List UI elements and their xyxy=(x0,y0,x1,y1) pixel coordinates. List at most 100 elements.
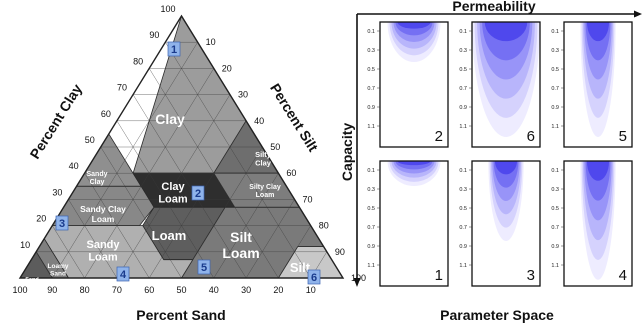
tick-clay: 80 xyxy=(133,56,143,66)
panel-blob xyxy=(580,22,616,137)
tick-sand: 80 xyxy=(80,285,90,295)
gridline-silt-80 xyxy=(278,225,311,279)
panel-blob xyxy=(488,161,524,241)
axis-title-sand: Percent Sand xyxy=(136,307,225,323)
gridline-sand-50 xyxy=(100,146,182,279)
region-label-loam: Loam xyxy=(152,228,187,243)
marker-number: 4 xyxy=(120,269,127,281)
panel-y-tick: 1.1 xyxy=(551,124,559,130)
blob-contour xyxy=(494,161,518,175)
permeability-label: Permeability xyxy=(452,0,535,14)
panel-y-tick: 0.1 xyxy=(459,29,467,35)
region-label-loamy-sand: Loamy Sand xyxy=(48,263,69,277)
gridline-silt-60 xyxy=(213,173,279,279)
panel-blob xyxy=(387,161,441,186)
region-label-silty-clay-loam: Silty Clay Loam xyxy=(249,184,281,199)
blob-contour xyxy=(586,22,610,42)
tick-clay: 90 xyxy=(149,30,159,40)
panel-blob xyxy=(580,161,616,280)
panel-y-tick: 0.1 xyxy=(367,168,375,174)
blob-contour xyxy=(586,161,610,181)
panel-frame xyxy=(379,160,449,287)
panel-y-tick: 1.1 xyxy=(367,263,375,269)
tick-clay: 60 xyxy=(101,109,111,119)
panel-blob xyxy=(472,22,540,137)
panel-y-tick: 0.9 xyxy=(459,105,467,111)
gridline-sand-80 xyxy=(52,225,85,279)
region-label-line: Loamy xyxy=(48,263,69,270)
panel: 0.1 0.3 0.5 0.7 0.9 1.1 6 xyxy=(459,21,541,148)
panel-y-tick: 0.7 xyxy=(459,86,467,92)
marker-number: 5 xyxy=(201,262,207,274)
region-label-line: Sandy xyxy=(86,171,107,178)
tick-silt: 40 xyxy=(254,116,264,126)
region-label-line: Sandy Clay xyxy=(80,204,126,214)
region-label-line: Loam xyxy=(256,192,275,199)
tick-silt: 50 xyxy=(270,142,280,152)
marker-box xyxy=(167,41,181,57)
region-label-line: Loam xyxy=(88,252,118,264)
panel-y-tick: 0.5 xyxy=(367,67,375,73)
panel-number: 1 xyxy=(435,267,443,284)
tick-clay: 20 xyxy=(36,214,46,224)
tick-sand: 50 xyxy=(176,285,186,295)
region-label-line: Loam xyxy=(92,214,115,224)
tick-silt: 20 xyxy=(222,63,232,73)
tick-sand: 70 xyxy=(112,285,122,295)
tick-clay: 10 xyxy=(20,240,30,250)
region-label-sand: Sand xyxy=(25,277,38,283)
panel-blob xyxy=(387,22,441,62)
capacity-arrow-head xyxy=(353,278,361,287)
panel-y-tick: 1.1 xyxy=(459,263,467,269)
region-label-silt: Silt xyxy=(290,260,311,275)
region-label-line: Sand xyxy=(25,277,38,283)
region-label-line: Clay xyxy=(155,111,185,127)
panel-frame xyxy=(563,21,633,148)
region-label-line: Clay xyxy=(161,181,185,193)
region-label-silt-loam: Silt Loam xyxy=(222,229,259,261)
panel-frame xyxy=(471,160,541,287)
panel-y-tick: 0.1 xyxy=(551,168,559,174)
panel: 0.1 0.3 0.5 0.7 0.9 1.1 3 xyxy=(459,160,541,287)
marker-box xyxy=(307,269,321,285)
tick-clay: 50 xyxy=(85,135,95,145)
panel-y-tick: 0.1 xyxy=(367,29,375,35)
blob-contour xyxy=(397,22,431,29)
region-label-line: Loam xyxy=(222,245,259,261)
panel-y-tick: 0.7 xyxy=(551,225,559,231)
panel-y-tick: 0.7 xyxy=(367,225,375,231)
panel-y-tick: 0.3 xyxy=(459,48,467,54)
gridline-silt-50 xyxy=(181,146,263,279)
panel-y-tick: 0.5 xyxy=(459,206,467,212)
gridline-sand-90 xyxy=(35,251,53,279)
panel: 0.1 0.3 0.5 0.7 0.9 1.1 1 xyxy=(367,160,449,287)
tick-sand: 90 xyxy=(47,285,57,295)
tick-clay: 30 xyxy=(52,187,62,197)
marker-box xyxy=(191,185,205,201)
region-label-line: Clay xyxy=(255,159,272,168)
panel-y-tick: 0.5 xyxy=(551,206,559,212)
capacity-label: Capacity xyxy=(339,123,355,182)
region-label-sandy-clay-loam: Sandy Clay Loam xyxy=(80,204,126,224)
region-label-line: Silty Clay xyxy=(249,184,281,191)
panel-y-tick: 0.9 xyxy=(367,244,375,250)
panel: 0.1 0.3 0.5 0.7 0.9 1.1 2 xyxy=(367,21,449,148)
panel-y-tick: 0.9 xyxy=(551,105,559,111)
tick-sand: 30 xyxy=(241,285,251,295)
panel-y-tick: 0.3 xyxy=(367,48,375,54)
panel-y-tick: 0.9 xyxy=(551,244,559,250)
panel-y-tick: 0.5 xyxy=(551,67,559,73)
panel-number: 5 xyxy=(619,128,627,145)
gridline-sand-70 xyxy=(68,199,118,279)
region-label-line: Sand xyxy=(50,270,66,277)
panel-frame xyxy=(563,160,633,287)
region-label-line: Sandy xyxy=(86,239,120,251)
tick-silt: 60 xyxy=(286,168,296,178)
panel-y-tick: 1.1 xyxy=(551,263,559,269)
tick-clay: 70 xyxy=(117,83,127,93)
gridline-sand-60 xyxy=(84,173,150,279)
panel-number: 4 xyxy=(619,267,627,284)
sample-marker: 2 xyxy=(191,185,205,201)
tick-sand: 20 xyxy=(273,285,283,295)
